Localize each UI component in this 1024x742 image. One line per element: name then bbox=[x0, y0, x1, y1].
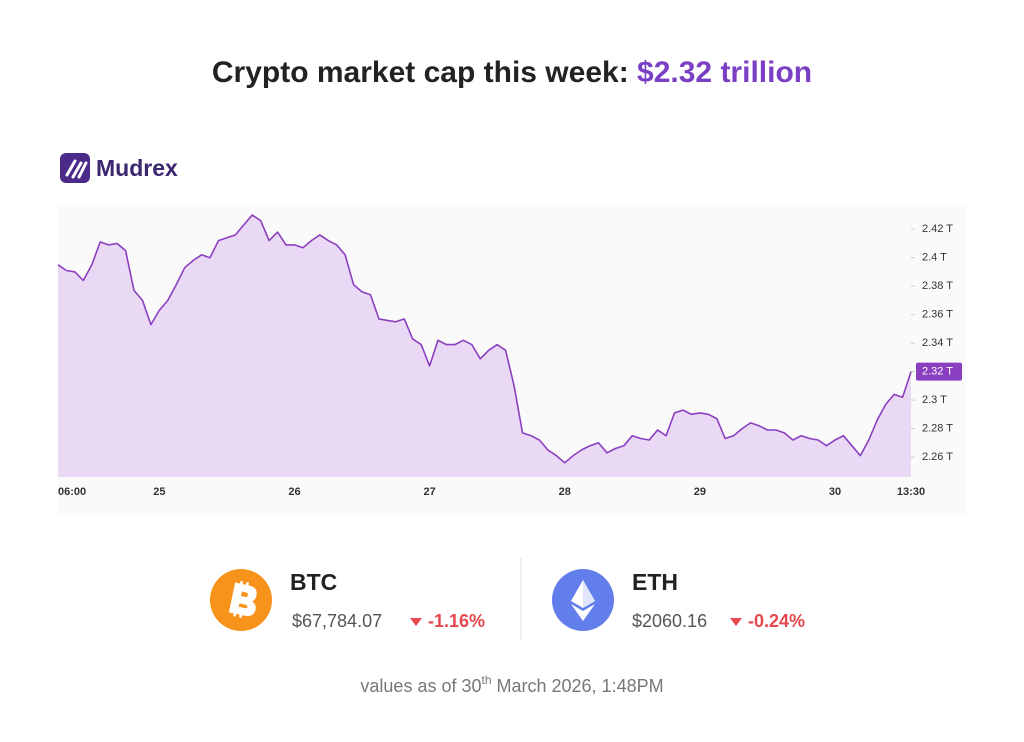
footnote-text: March 2026, 1:48PM bbox=[492, 676, 664, 696]
x-tick-label: 26 bbox=[288, 486, 300, 498]
brand-name: Mudrex bbox=[96, 155, 178, 181]
y-tick-label: 2.4 T bbox=[922, 252, 947, 264]
brand-logo: Mudrex bbox=[60, 153, 178, 183]
y-tick-label: 2.38 T bbox=[922, 280, 953, 292]
ticker-symbol: ETH bbox=[632, 569, 678, 595]
x-tick-label: 29 bbox=[694, 486, 706, 498]
headline-text: Crypto market cap this week: bbox=[212, 56, 629, 89]
down-arrow bbox=[410, 618, 422, 626]
ticker-change: -1.16% bbox=[428, 611, 485, 631]
current-value-label: 2.32 T bbox=[922, 366, 953, 378]
line bbox=[57, 214, 912, 464]
ticker-price: $2060.16 bbox=[632, 611, 707, 631]
current-value-tag bbox=[916, 362, 962, 381]
eth-glyph-shade bbox=[583, 580, 595, 608]
footnote-sup: th bbox=[481, 673, 491, 687]
x-tick-label: 25 bbox=[153, 486, 165, 498]
ticker-btc: BTC $67,784.07 -1.16% bbox=[210, 569, 485, 631]
ticker-price: $67,784.07 bbox=[292, 611, 382, 631]
y-tick-label: 2.26 T bbox=[922, 451, 953, 463]
y-tick-label: 2.34 T bbox=[922, 337, 953, 349]
x-tick-label: 30 bbox=[829, 486, 841, 498]
logo-glyph bbox=[65, 159, 88, 179]
ticker-change: -0.24% bbox=[748, 611, 805, 631]
y-tick-label: 2.36 T bbox=[922, 309, 953, 321]
x-tick-label: 27 bbox=[423, 486, 435, 498]
y-tick-label: 2.28 T bbox=[922, 422, 953, 434]
eth-glyph-bottom bbox=[571, 604, 595, 621]
y-tick-label: 2.42 T bbox=[922, 223, 953, 235]
logo-mark bbox=[60, 153, 90, 183]
btc-glyph bbox=[228, 580, 257, 618]
x-tick-label: 13:30 bbox=[897, 486, 925, 498]
chart: 2.26 T 2.28 T 2.3 T 2.32 T 2.34 T 2.36 T 2.38 … bbox=[57, 214, 962, 498]
down-arrow bbox=[730, 618, 742, 626]
footnote: values as of 30th March 2026, 1:48PM bbox=[360, 673, 663, 696]
y-tick-label: 2.3 T bbox=[922, 394, 947, 406]
x-tick-label: 28 bbox=[559, 486, 571, 498]
area-fill bbox=[58, 215, 911, 477]
x-tick-label: 06:00 bbox=[58, 486, 86, 498]
ticker-symbol: BTC bbox=[290, 569, 337, 595]
footnote-text: values as of 30 bbox=[360, 676, 481, 696]
ticker-eth: ETH $2060.16 -0.24% bbox=[552, 569, 805, 631]
headline-value: $2.32 trillion bbox=[637, 56, 812, 89]
headline: Crypto market cap this week: $2.32 trill… bbox=[212, 56, 812, 89]
